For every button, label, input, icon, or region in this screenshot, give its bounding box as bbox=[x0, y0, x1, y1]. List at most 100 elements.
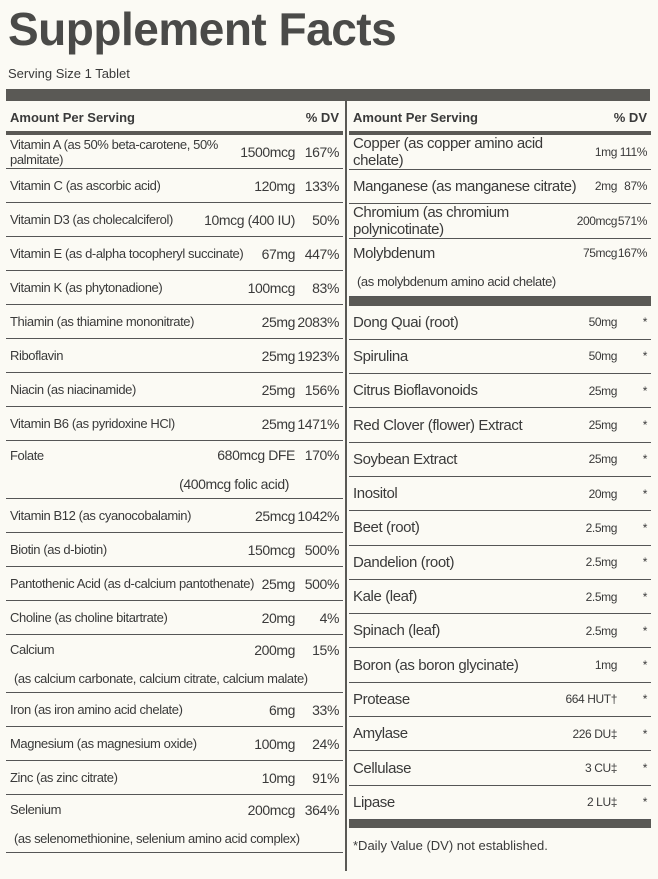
amount: 20mg bbox=[261, 609, 296, 626]
amount: 25mg bbox=[588, 383, 618, 398]
serving-size: Serving Size 1 Tablet bbox=[8, 66, 130, 81]
daily-value: 87% bbox=[624, 179, 647, 194]
daily-value: 170% bbox=[304, 447, 340, 464]
daily-value: 500% bbox=[304, 575, 340, 592]
daily-value: 91% bbox=[312, 769, 339, 786]
daily-value: 1471% bbox=[297, 415, 339, 432]
daily-value: * bbox=[642, 726, 648, 741]
nutrient-row: Dandelion (root) 2.5mg * bbox=[349, 546, 651, 580]
left-column: Amount Per Serving % DV Vitamin A (as 50%… bbox=[6, 103, 343, 853]
nutrient-row: Dong Quai (root) 50mg * bbox=[349, 306, 651, 340]
bar bbox=[6, 89, 650, 101]
amount: 1mg bbox=[594, 658, 618, 673]
nutrient-row: Vitamin B12 (as cyanocobalamin) 25mcg 1042… bbox=[6, 499, 343, 533]
amount: 200mcg bbox=[247, 801, 296, 818]
nutrient-name: Biotin (as d-biotin) bbox=[10, 542, 107, 557]
nutrient-row: Red Clover (flower) Extract 25mg * bbox=[349, 408, 651, 443]
nutrient-row: Iron (as iron amino acid chelate) 6mg 33% bbox=[6, 693, 343, 727]
amount: 2.5mg bbox=[585, 589, 618, 604]
nutrient-name: Beet (root) bbox=[353, 519, 420, 537]
daily-value: 2083% bbox=[297, 313, 339, 330]
amount: 25mg bbox=[261, 575, 296, 592]
header-dv: % DV bbox=[613, 109, 647, 125]
nutrient-name: Inositol bbox=[353, 485, 398, 503]
nutrient-name: Pantothenic Acid (as d-calcium pantothen… bbox=[10, 576, 254, 591]
nutrient-name: Copper (as copper amino acid chelate) bbox=[353, 135, 543, 169]
daily-value: 50% bbox=[312, 211, 339, 228]
nutrient-name: Cellulase bbox=[353, 759, 412, 777]
amount: 150mcg bbox=[247, 541, 296, 558]
nutrient-row: Vitamin C (as ascorbic acid) 120mg 133% bbox=[6, 169, 343, 203]
nutrient-name: Dong Quai (root) bbox=[353, 313, 459, 331]
nutrient-row: Pantothenic Acid (as d-calcium pantothen… bbox=[6, 567, 343, 601]
daily-value: 167% bbox=[617, 246, 647, 261]
amount: 100mg bbox=[254, 735, 295, 752]
nutrient-row: Selenium 200mcg 364% (as selenomethionine, … bbox=[6, 795, 343, 853]
nutrient-row: Inositol 20mg * bbox=[349, 477, 651, 512]
amount: 25mg bbox=[261, 347, 296, 364]
nutrient-row: Boron (as boron glycinate) 1mg * bbox=[349, 648, 651, 683]
nutrient-name: Molybdenum bbox=[353, 244, 435, 262]
column-header: Amount Per Serving % DV bbox=[6, 103, 343, 135]
daily-value: 571% bbox=[617, 214, 647, 228]
daily-value: 1923% bbox=[297, 347, 339, 364]
daily-value: 156% bbox=[304, 381, 340, 398]
nutrient-row: Niacin (as niacinamide) 25mg 156% bbox=[6, 373, 343, 407]
daily-value: * bbox=[642, 418, 648, 433]
nutrient-name: Citrus Bioflavonoids bbox=[353, 382, 478, 400]
nutrient-name: Boron (as boron glycinate) bbox=[353, 656, 519, 674]
daily-value: 1042% bbox=[297, 507, 339, 524]
daily-value: * bbox=[642, 383, 648, 398]
daily-value: * bbox=[642, 761, 648, 775]
amount: 120mg bbox=[254, 177, 295, 194]
nutrient-name: Chromium (as chromium polynicotinate) bbox=[353, 204, 509, 238]
daily-value: * bbox=[642, 589, 648, 604]
daily-value: 24% bbox=[312, 735, 339, 752]
amount: 2.5mg bbox=[585, 520, 618, 535]
daily-value: * bbox=[642, 349, 648, 364]
nutrient-row: Copper (as copper amino acid chelate) 1mg… bbox=[349, 135, 651, 170]
daily-value: * bbox=[642, 555, 648, 570]
divider bbox=[345, 101, 347, 871]
amount: 226 DU‡ bbox=[572, 726, 617, 741]
nutrient-name: Manganese (as manganese citrate) bbox=[353, 177, 577, 195]
nutrient-name: Vitamin B12 (as cyanocobalamin) bbox=[10, 508, 192, 523]
nutrient-row: Vitamin A (as 50% beta-carotene, 50% pal… bbox=[6, 135, 343, 169]
amount: 100mcg bbox=[247, 279, 296, 296]
nutrient-row: Vitamin D3 (as cholecalciferol) 10mcg (40… bbox=[6, 203, 343, 237]
daily-value: * bbox=[642, 520, 648, 535]
nutrient-row: Lipase 2 LU‡ * bbox=[349, 786, 651, 820]
nutrient-row: Molybdenum 75mcg 167% (as molybdenum amino … bbox=[349, 239, 651, 297]
nutrient-row: Vitamin K (as phytonadione) 100mcg 83% bbox=[6, 271, 343, 305]
amount-note: (400mcg folic acid) bbox=[179, 475, 289, 492]
nutrient-row: Manganese (as manganese citrate) 2mg 87% bbox=[349, 170, 651, 204]
daily-value: * bbox=[642, 315, 648, 330]
daily-value: 83% bbox=[312, 279, 339, 296]
nutrient-row: Spirulina 50mg * bbox=[349, 340, 651, 375]
daily-value: 15% bbox=[312, 641, 339, 658]
amount: 2.5mg bbox=[585, 623, 618, 638]
nutrient-row: Thiamin (as thiamine mononitrate) 25mg 208… bbox=[6, 305, 343, 339]
nutrient-name: Kale (leaf) bbox=[353, 588, 417, 606]
nutrient-name: Thiamin (as thiamine mononitrate) bbox=[10, 314, 195, 329]
nutrient-name: Dandelion (root) bbox=[353, 553, 455, 571]
nutrient-name: Vitamin B6 (as pyridoxine HCl) bbox=[10, 416, 175, 431]
daily-value: * bbox=[642, 658, 648, 673]
nutrient-name: Amylase bbox=[353, 725, 408, 743]
nutrient-note: (as molybdenum amino acid chelate) bbox=[357, 274, 556, 290]
header-amount: Amount Per Serving bbox=[10, 109, 135, 125]
daily-value: 364% bbox=[304, 801, 340, 818]
nutrient-name: Iron (as iron amino acid chelate) bbox=[10, 702, 183, 717]
amount: 25mg bbox=[588, 452, 618, 467]
amount: 2.5mg bbox=[585, 555, 618, 570]
daily-value: * bbox=[642, 795, 648, 810]
nutrient-row: Cellulase 3 CU‡ * bbox=[349, 751, 651, 786]
nutrient-name: Vitamin K (as phytonadione) bbox=[10, 280, 163, 295]
amount: 75mcg bbox=[582, 246, 617, 261]
amount: 664 HUT† bbox=[565, 692, 618, 707]
amount: 50mg bbox=[588, 349, 618, 364]
nutrient-name: Lipase bbox=[353, 793, 395, 811]
nutrient-note: (as calcium carbonate, calcium citrate, … bbox=[14, 670, 308, 686]
nutrient-row: Citrus Bioflavonoids 25mg * bbox=[349, 374, 651, 409]
